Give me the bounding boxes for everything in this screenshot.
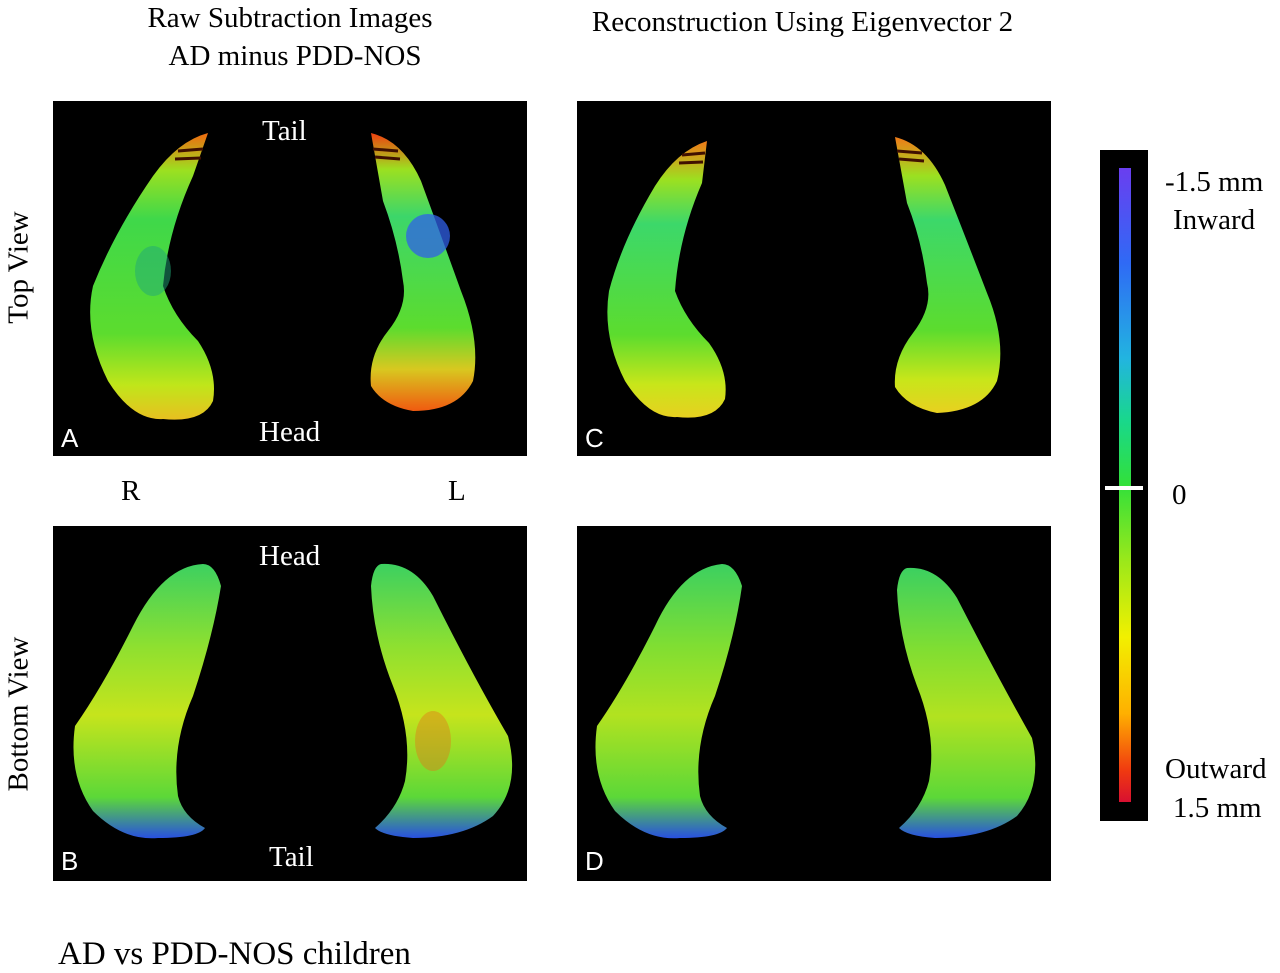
header-left-line2: AD minus PDD-NOS [168,40,422,72]
panel-d-bottom-view-reconstruction: D [577,526,1051,881]
side-label-l: L [448,475,466,507]
panel-c-letter: C [585,423,604,453]
panel-a-letter: A [61,423,79,453]
colorbar-top-label: Inward [1173,204,1256,236]
header-left-line1: Raw Subtraction Images [147,2,433,34]
panel-b-render [73,563,513,839]
colorbar-top-value: -1.5 mm [1165,166,1264,198]
panel-b-bottom-view-raw: Head Tail B [53,526,527,881]
panel-a-top-view-raw: Tail Head A [53,101,527,456]
hippocampus-right [595,564,742,839]
row-label-top-view: Top View [2,211,35,324]
side-label-r: R [121,475,141,507]
colorbar-zero-tick [1105,486,1143,490]
colorbar-bottom-value: 1.5 mm [1173,792,1262,824]
panel-d-letter: D [585,846,604,876]
panel-c-render [607,137,1001,418]
panel-b-head-label: Head [259,540,321,572]
hippocampus-right [73,564,221,839]
hippocampus-left [370,133,476,411]
row-label-bottom-view: Bottom View [2,636,35,792]
panel-b-tail-label: Tail [269,841,314,873]
panel-a-head-label: Head [259,416,321,448]
colorbar [1100,150,1148,821]
hippocampus-left [371,563,513,838]
panel-c-top-view-reconstruction: C [577,101,1051,456]
panel-a-render [90,133,476,420]
colorbar-gradient [1119,168,1131,802]
panel-a-tail-label: Tail [262,115,307,147]
hippocampus-left [897,567,1036,838]
hippocampus-left [894,137,1001,413]
panel-d-render [595,564,1036,839]
hippocampus-right [607,141,726,418]
header-right: Reconstruction Using Eigenvector 2 [591,6,1014,38]
panel-b-letter: B [61,846,79,876]
colorbar-bottom-label: Outward [1165,753,1267,785]
figure-caption: AD vs PDD-NOS children [58,936,411,972]
colorbar-mid-value: 0 [1172,479,1187,511]
